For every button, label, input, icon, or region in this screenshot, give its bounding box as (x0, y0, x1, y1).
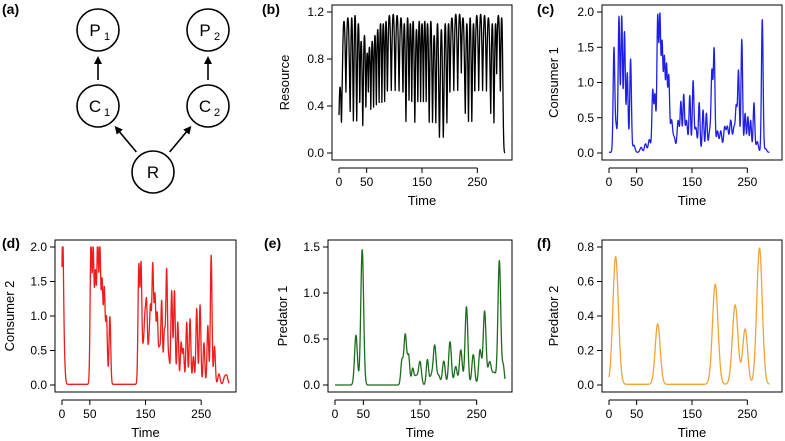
series-line-consumer-1 (608, 12, 770, 153)
panel-label-e: (e) (264, 235, 281, 251)
y-tick-label: 1.5 (30, 275, 47, 289)
y-tick-label: 0.5 (30, 344, 47, 358)
x-tick-label: 0 (606, 407, 613, 421)
node-subscript: 1 (104, 107, 110, 119)
y-axis-label: Consumer 1 (546, 47, 561, 118)
node-circle (76, 84, 120, 128)
panel-label-f: (f) (537, 235, 551, 251)
x-tick-label: 250 (191, 407, 211, 421)
panel-label-d: (d) (2, 235, 20, 251)
x-tick-label: 250 (467, 407, 487, 421)
node-r: R (131, 150, 175, 194)
y-tick-label: 2.0 (30, 240, 47, 254)
node-label: P (89, 21, 100, 40)
x-tick-label: 0 (606, 175, 613, 189)
node-circle (186, 84, 230, 128)
x-tick-label: 50 (360, 175, 374, 189)
x-axis-label: Time (408, 193, 436, 208)
y-tick-label: 0.6 (577, 275, 594, 289)
x-tick-label: 50 (83, 407, 97, 421)
x-axis-label: Time (131, 425, 159, 440)
series-line-predator-2 (608, 247, 770, 385)
x-tick-label: 0 (332, 407, 339, 421)
node-circle (131, 150, 175, 194)
node-circle (186, 8, 230, 52)
arrow-r-to-c2 (169, 125, 192, 153)
y-tick-label: 0.8 (307, 52, 324, 66)
y-tick-label: 1.5 (303, 240, 320, 254)
x-tick-label: 0 (59, 407, 66, 421)
x-tick-label: 50 (357, 407, 371, 421)
y-tick-label: 0.0 (30, 378, 47, 392)
y-tick-label: 0.5 (303, 332, 320, 346)
node-label: C (89, 97, 101, 116)
y-tick-label: 1.0 (577, 76, 594, 90)
panel-label-c: (c) (537, 1, 554, 17)
node-label: C (199, 97, 211, 116)
node-subscript: 2 (214, 107, 220, 119)
series-line-predator-1 (334, 249, 506, 386)
panel-c: (c) 0.0 0.5 1.0 1.5 2.0 0 50 150 250 Time Consumer … (537, 1, 783, 208)
y-tick-label: 0.4 (307, 99, 324, 113)
y-tick-label: 1.0 (303, 286, 320, 300)
x-tick-label: 150 (410, 407, 430, 421)
x-tick-label: 0 (336, 175, 343, 189)
panel-d: (d) 0.0 0.5 1.0 1.5 2.0 0 50 150 250 Time Consumer … (2, 235, 237, 440)
y-axis-label: Predator 1 (275, 286, 290, 347)
plot-frame (331, 4, 513, 161)
arrow-r-to-c1 (114, 125, 137, 153)
x-tick-label: 150 (682, 407, 702, 421)
x-tick-label: 150 (412, 175, 432, 189)
x-tick-label: 150 (682, 175, 702, 189)
x-tick-label: 250 (737, 407, 757, 421)
panel-e: (e) 0.0 0.5 1.0 1.5 0 50 150 250 Time Predator 1 (264, 235, 513, 440)
y-tick-label: 0.5 (577, 111, 594, 125)
node-subscript: 1 (104, 31, 110, 43)
y-tick-label: 0.2 (577, 344, 594, 358)
plot-frame (601, 239, 783, 393)
y-tick-label: 0.0 (577, 378, 594, 392)
panel-label-b: (b) (262, 1, 280, 17)
x-tick-label: 250 (467, 175, 487, 189)
y-tick-label: 0.4 (577, 309, 594, 323)
y-tick-label: 1.0 (30, 309, 47, 323)
food-web-diagram: (a) P 1 P 2C 1 C 2R (2, 1, 230, 194)
panel-f: (f) 0.0 0.2 0.4 0.6 0.8 0 50 150 250 Time Predator … (537, 235, 783, 440)
series-line-resource (338, 13, 506, 154)
y-tick-label: 2.0 (577, 5, 594, 19)
y-axis-label: Resource (277, 55, 292, 111)
plot-frame (54, 239, 237, 393)
x-tick-label: 250 (737, 175, 757, 189)
y-tick-label: 1.2 (307, 5, 324, 19)
node-label: P (199, 21, 210, 40)
x-axis-label: Time (678, 425, 706, 440)
panel-label-a: (a) (2, 1, 19, 17)
y-tick-label: 0.0 (307, 146, 324, 160)
x-tick-label: 50 (630, 407, 644, 421)
y-tick-label: 0.0 (577, 146, 594, 160)
x-tick-label: 150 (135, 407, 155, 421)
y-tick-label: 1.5 (577, 40, 594, 54)
x-axis-label: Time (406, 425, 434, 440)
x-axis-label: Time (678, 193, 706, 208)
series-line-consumer-2 (61, 246, 230, 385)
node-circle (76, 8, 120, 52)
y-axis-label: Consumer 2 (2, 281, 17, 352)
node-label: R (147, 163, 159, 182)
x-tick-label: 50 (630, 175, 644, 189)
node-subscript: 2 (214, 31, 220, 43)
y-axis-label: Predator 2 (546, 286, 561, 347)
plot-frame (327, 239, 513, 393)
y-tick-label: 0.8 (577, 240, 594, 254)
y-tick-label: 0.0 (303, 378, 320, 392)
panel-b: (b) 0.0 0.4 0.8 1.2 0 50 150 250 Time Resource (262, 1, 513, 208)
